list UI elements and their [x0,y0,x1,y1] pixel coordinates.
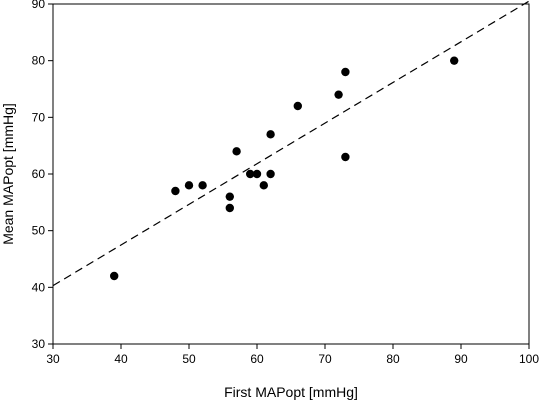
x-tick-label: 100 [519,352,539,366]
data-point [171,186,180,196]
data-point [341,67,350,77]
x-tick-label: 60 [250,352,264,366]
x-tick-label: 80 [386,352,400,366]
x-tick-label: 50 [182,352,196,366]
data-point [259,181,268,190]
y-tick-label: 70 [32,110,46,124]
data-point [198,181,207,190]
data-point [266,130,275,139]
data-point [341,152,350,162]
y-tick-label: 60 [32,167,46,181]
x-tick-label: 90 [454,352,468,366]
y-axis-ticks: 30 40 50 60 70 80 90 [32,0,53,351]
data-point [110,271,119,281]
data-point [293,101,302,111]
data-point [225,192,234,201]
data-point [252,169,262,179]
data-point [232,147,241,156]
plot-area-frame [52,3,530,345]
y-tick-label: 90 [32,0,46,11]
x-tick-label: 40 [114,352,128,366]
y-axis-label: Mean MAPopt [mmHg] [0,103,16,245]
reference-dashed-line [52,0,530,287]
y-tick-label: 80 [32,54,46,68]
y-tick-label: 40 [32,280,46,294]
data-point [225,203,234,213]
data-point [334,90,343,99]
data-points [110,56,459,281]
y-tick-label: 30 [32,337,46,351]
data-point [184,181,194,190]
data-point [450,56,459,65]
x-tick-label: 30 [46,352,60,366]
x-axis-ticks: 30 40 50 60 70 80 90 100 [46,344,539,366]
x-axis-label: First MAPopt [mmHg] [224,384,358,400]
x-tick-label: 70 [318,352,332,366]
y-tick-label: 50 [32,224,46,238]
data-point [246,169,255,179]
data-point [266,169,275,179]
